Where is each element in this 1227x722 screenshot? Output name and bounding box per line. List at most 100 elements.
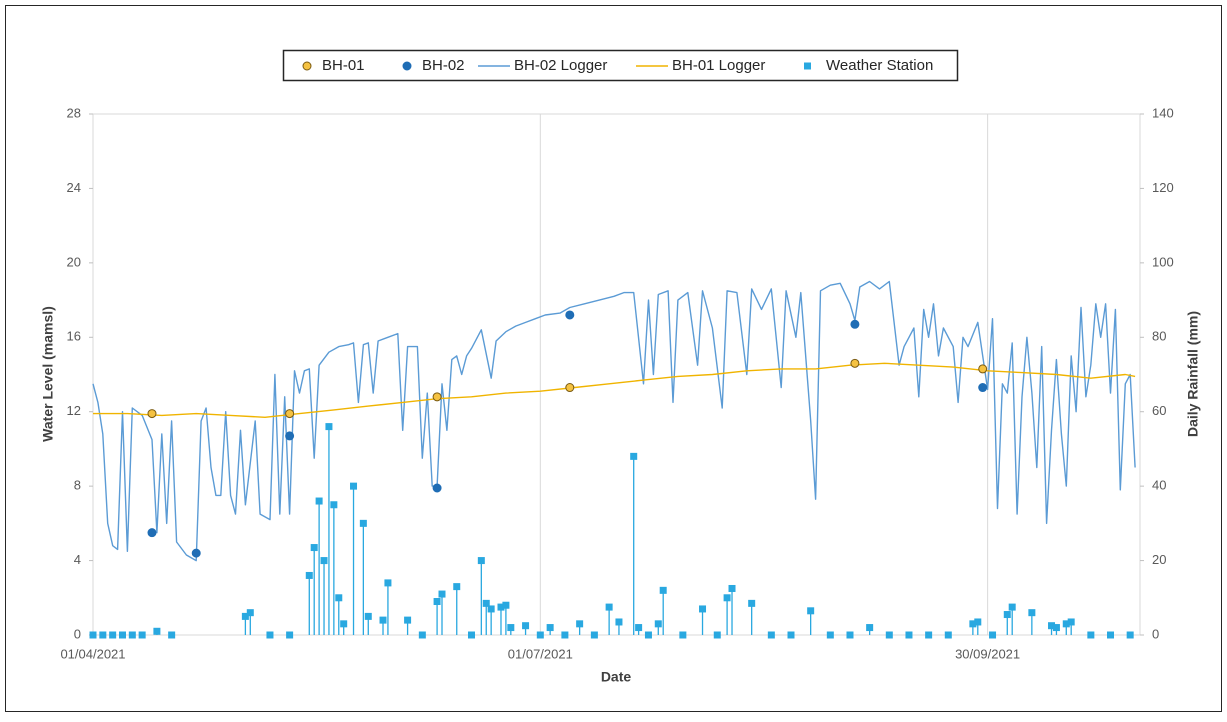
rain-marker (615, 618, 623, 626)
rain-marker (325, 423, 333, 431)
rain-marker (605, 603, 613, 611)
data-point (147, 409, 157, 419)
y-tick-label: 12 (67, 403, 81, 418)
rain-marker (846, 631, 854, 639)
x-tick-label: 30/09/2021 (955, 646, 1020, 661)
rain-marker (546, 624, 554, 632)
rain-marker (536, 631, 544, 639)
rain-marker (453, 583, 461, 591)
data-point (565, 310, 575, 320)
y2-tick-label: 120 (1152, 180, 1174, 195)
rain-marker (433, 598, 441, 606)
y-tick-label: 16 (67, 329, 81, 344)
rain-marker (359, 519, 367, 527)
legend-label: BH-01 Logger (672, 57, 765, 74)
rain-marker (340, 620, 348, 628)
rain-marker (723, 594, 731, 602)
y2-tick-label: 20 (1152, 552, 1166, 567)
data-point (285, 431, 295, 441)
rain-marker (384, 579, 392, 587)
rain-marker (118, 631, 126, 639)
rain-marker (99, 631, 107, 639)
rain-marker (418, 631, 426, 639)
y-tick-label: 0 (74, 626, 81, 641)
data-point (850, 358, 860, 368)
chart-frame (5, 5, 1222, 712)
rain-marker (826, 631, 834, 639)
rain-marker (241, 612, 249, 620)
rain-marker (305, 571, 313, 579)
rain-marker (246, 609, 254, 617)
rain-marker (767, 631, 775, 639)
legend-box (282, 49, 959, 82)
rain-marker (1052, 624, 1060, 632)
x-tick-label: 01/04/2021 (60, 646, 125, 661)
y2-tick-label: 60 (1152, 403, 1166, 418)
legend-label: BH-02 Logger (514, 57, 607, 74)
rain-marker (497, 603, 505, 611)
rain-marker (713, 631, 721, 639)
data-point (432, 392, 442, 402)
legend-label: BH-02 (422, 57, 465, 74)
data-point (285, 409, 295, 419)
rain-marker (659, 586, 667, 594)
data-point (191, 548, 201, 558)
rain-marker (350, 482, 358, 490)
y-tick-label: 24 (67, 180, 81, 195)
rain-marker (1003, 611, 1011, 619)
rain-marker (728, 584, 736, 592)
legend-label: BH-01 (322, 57, 365, 74)
rain-marker (576, 620, 584, 628)
rain-marker (128, 631, 136, 639)
data-point (850, 319, 860, 329)
data-point (565, 383, 575, 393)
y-axis-title: Water Level (mamsl) (40, 306, 56, 442)
legend-symbol (302, 61, 312, 71)
legend-label: Weather Station (826, 57, 933, 74)
rain-marker (320, 557, 328, 565)
rain-marker (266, 631, 274, 639)
rain-marker (989, 631, 997, 639)
rain-marker (310, 544, 318, 552)
rain-marker (1126, 631, 1134, 639)
rain-marker (699, 605, 707, 613)
rain-marker (635, 624, 643, 632)
y2-tick-label: 80 (1152, 329, 1166, 344)
rain-marker (590, 631, 598, 639)
rain-marker (630, 452, 638, 460)
rain-marker (315, 497, 323, 505)
data-point (147, 528, 157, 538)
rain-marker (438, 590, 446, 598)
rain-marker (89, 631, 97, 639)
rain-marker (1087, 631, 1095, 639)
series-line (92, 280, 1136, 562)
rain-marker (109, 631, 117, 639)
rain-marker (467, 631, 475, 639)
rain-marker (286, 631, 294, 639)
rain-marker (153, 627, 161, 635)
y2-tick-label: 140 (1152, 105, 1174, 120)
legend-symbol (402, 61, 412, 71)
y2-tick-label: 100 (1152, 254, 1174, 269)
rain-marker (1048, 622, 1056, 630)
rain-marker (1067, 618, 1075, 626)
rain-marker (885, 631, 893, 639)
rain-marker (482, 599, 490, 607)
rain-marker (925, 631, 933, 639)
y-tick-label: 20 (67, 254, 81, 269)
y-tick-label: 8 (74, 478, 81, 493)
rain-marker (1062, 620, 1070, 628)
rain-marker (404, 616, 412, 624)
rain-marker (1107, 631, 1115, 639)
rain-marker (974, 618, 982, 626)
rain-marker (168, 631, 176, 639)
legend-symbol (804, 62, 811, 70)
rain-marker (807, 607, 815, 615)
rain-marker (748, 599, 756, 607)
rain-marker (561, 631, 569, 639)
rain-marker (507, 624, 515, 632)
x-axis-title: Date (601, 669, 632, 685)
rain-marker (969, 620, 977, 628)
